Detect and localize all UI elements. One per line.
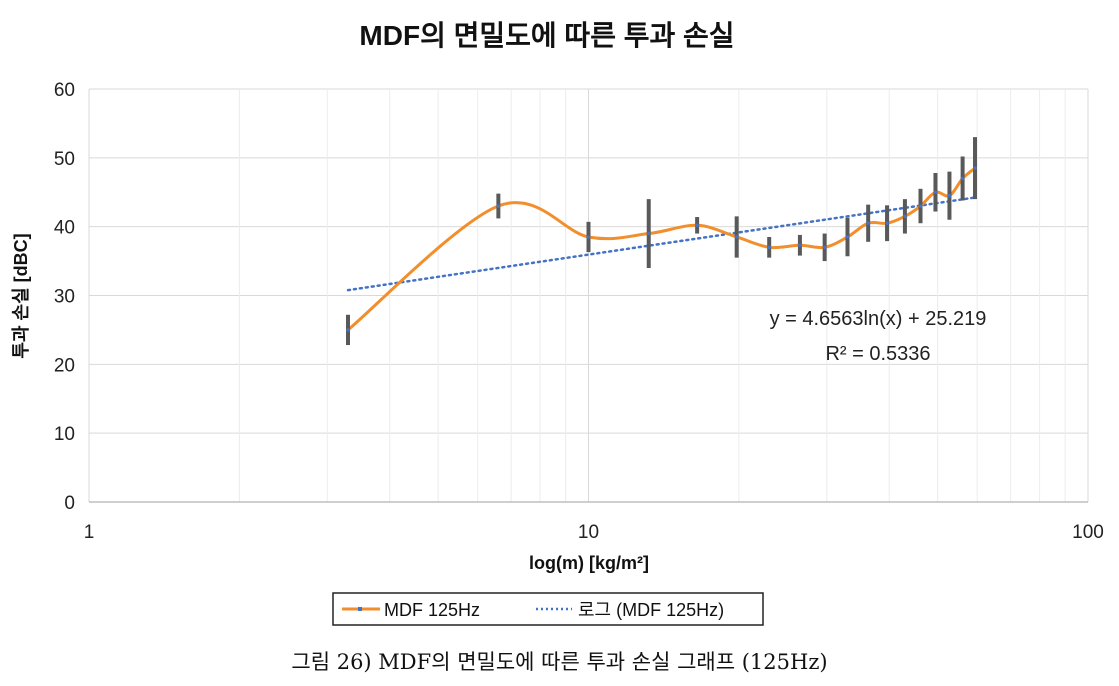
data-point xyxy=(496,204,501,208)
legend-marker-mdf xyxy=(358,607,362,611)
data-point xyxy=(734,235,739,239)
y-tick-label: 50 xyxy=(54,149,75,170)
data-point xyxy=(903,214,907,219)
data-point xyxy=(346,328,350,332)
series-line-mdf-125hz xyxy=(347,166,976,332)
gridlines xyxy=(88,88,1089,503)
error-bars xyxy=(345,137,978,346)
data-point xyxy=(933,190,938,195)
x-tick-label: 10 xyxy=(578,522,599,543)
chart-title: MDF의 면밀도에 따른 투과 손실 xyxy=(359,20,734,51)
legend-label-trend: 로그 (MDF 125Hz) xyxy=(578,600,724,620)
chart: MDF의 면밀도에 따른 투과 손실 0 10 20 30 40 50 60 1 10 100 y… xyxy=(11,20,1104,626)
x-tick-label: 100 xyxy=(1072,522,1104,543)
data-point xyxy=(918,204,923,208)
x-tick-label: 1 xyxy=(84,522,95,543)
legend: MDF 125Hz 로그 (MDF 125Hz) xyxy=(332,592,764,626)
data-point xyxy=(866,221,870,226)
data-point xyxy=(798,243,802,248)
data-point xyxy=(960,176,965,181)
x-axis-label: log(m) [kg/m²] xyxy=(529,553,649,573)
data-point xyxy=(845,235,850,239)
series-group xyxy=(347,166,976,332)
y-axis-label: 투과 손실 [dBC] xyxy=(11,233,31,358)
y-tick-label: 10 xyxy=(54,424,75,445)
data-point xyxy=(973,166,977,170)
trendline xyxy=(346,196,977,292)
legend-label-mdf: MDF 125Hz xyxy=(384,600,480,620)
data-point xyxy=(947,193,952,198)
data-point xyxy=(767,245,771,250)
y-tick-label: 20 xyxy=(54,355,75,376)
data-point xyxy=(885,221,889,226)
trend-equation: y = 4.6563ln(x) + 25.219 xyxy=(770,308,987,330)
data-point xyxy=(695,223,699,228)
data-point xyxy=(822,245,827,250)
data-point xyxy=(646,231,651,236)
trendline-group xyxy=(346,196,977,292)
r-squared: R² = 0.5336 xyxy=(825,343,930,365)
figure-caption: 그림 26) MDF의 면밀도에 따른 투과 손실 그래프 (125Hz) xyxy=(291,650,828,674)
y-tick-label: 40 xyxy=(54,218,75,239)
data-point xyxy=(586,235,591,239)
axes: 0 10 20 30 40 50 60 1 10 100 xyxy=(54,80,1104,543)
y-tick-label: 0 xyxy=(64,493,75,514)
y-tick-label: 30 xyxy=(54,287,75,308)
y-tick-label: 60 xyxy=(54,80,75,101)
